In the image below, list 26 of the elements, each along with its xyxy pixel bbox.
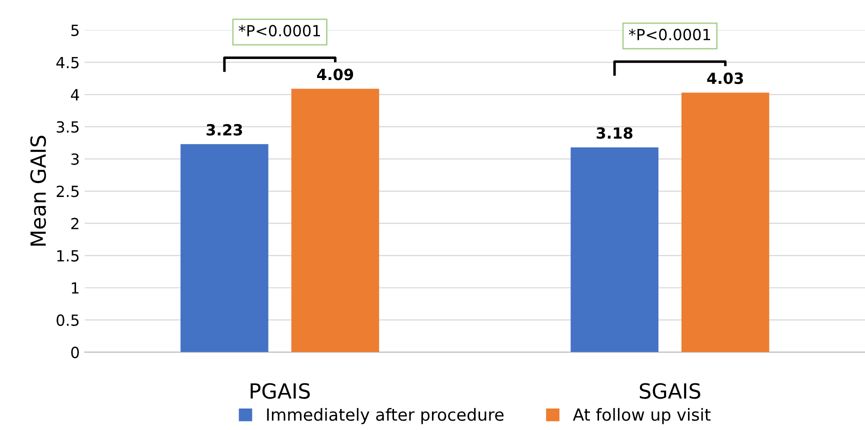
annotation: *P<0.0001 — [628, 28, 710, 40]
bar — [570, 147, 658, 352]
x-tick-label: PGAIS — [250, 383, 310, 399]
legend-label: Immediately after procedure — [267, 408, 504, 424]
y-tick-label: 0.5 — [56, 314, 79, 326]
y-axis-title: Mean GAIS — [30, 136, 46, 246]
data-label: 4.03 — [707, 72, 743, 84]
y-tick-label: 1.5 — [57, 250, 79, 262]
data-label: 3.23 — [206, 124, 242, 136]
data-label: 4.09 — [317, 68, 354, 80]
legend-label: At follow up visit — [572, 408, 711, 424]
y-tick-label: 2 — [71, 218, 78, 230]
y-tick-label: 3.5 — [56, 121, 79, 133]
x-tick-label: SGAIS — [640, 383, 700, 399]
data-label: 3.18 — [596, 127, 632, 139]
bar — [180, 144, 268, 352]
y-tick-label: 4 — [70, 89, 80, 100]
y-tick-label: 2.5 — [56, 186, 79, 198]
y-tick-label: 3 — [71, 153, 79, 165]
y-tick-label: 5 — [71, 24, 79, 36]
bar — [291, 88, 380, 352]
annotation: *P<0.0001 — [238, 24, 320, 36]
y-tick-label: 4.5 — [56, 56, 79, 68]
y-tick-label: 1 — [72, 282, 78, 294]
y-tick-label: 0 — [71, 346, 79, 358]
bar — [681, 92, 770, 352]
